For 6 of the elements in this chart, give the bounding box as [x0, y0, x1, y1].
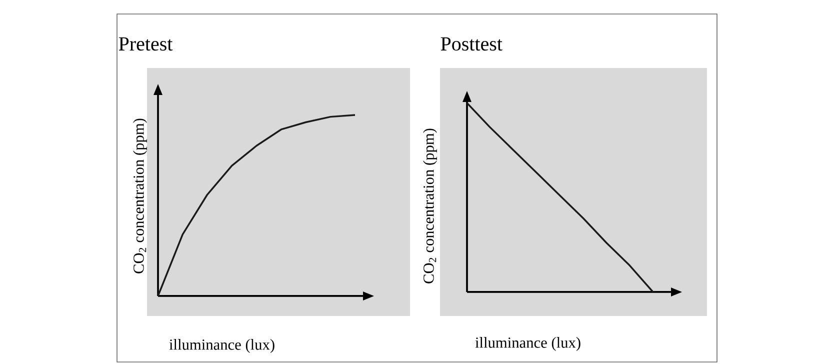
y-axis-title: CO$_{2}$ concentration (ppm)	[133, 118, 147, 274]
chart-title: Posttest	[440, 37, 502, 51]
y-axis-title: CO$_{2}$ concentration (ppm)	[423, 128, 437, 284]
chart-title: Pretest	[118, 37, 173, 51]
x-axis-title: illuminance (lux)	[475, 337, 580, 351]
x-axis-title: illuminance (lux)	[169, 339, 274, 353]
